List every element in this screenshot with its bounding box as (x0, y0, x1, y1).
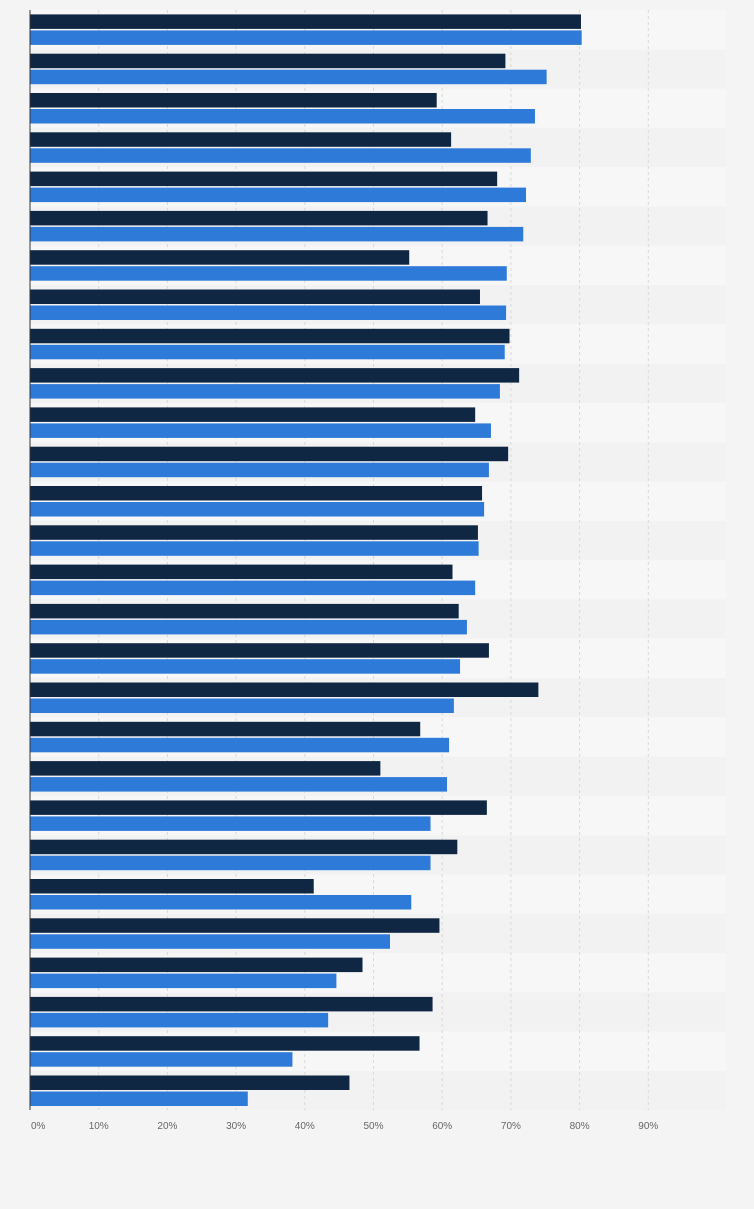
bar-series-1[interactable] (30, 407, 476, 422)
x-tick-label: 10% (89, 1121, 109, 1132)
x-tick-label: 60% (432, 1121, 452, 1132)
bar-series-2[interactable] (30, 816, 431, 831)
bar-series-1[interactable] (30, 368, 520, 383)
bar-series-2[interactable] (30, 423, 491, 438)
bar-series-2[interactable] (30, 698, 454, 714)
bar-series-1[interactable] (30, 603, 459, 619)
bar-series-1[interactable] (30, 132, 452, 147)
bar-series-2[interactable] (30, 69, 547, 85)
bar-series-1[interactable] (30, 879, 314, 894)
bar-series-2[interactable] (30, 30, 582, 45)
bar-series-1[interactable] (30, 1075, 350, 1091)
bar-series-2[interactable] (30, 777, 448, 792)
bar-series-1[interactable] (30, 446, 509, 462)
x-tick-label: 50% (363, 1121, 383, 1132)
bar-series-1[interactable] (30, 957, 363, 973)
bar-series-1[interactable] (30, 171, 498, 187)
x-tick-label: 40% (295, 1121, 315, 1132)
bar-series-2[interactable] (30, 973, 337, 989)
x-tick-label: 70% (501, 1121, 521, 1132)
bar-series-1[interactable] (30, 210, 488, 226)
bar-series-1[interactable] (30, 53, 506, 69)
bar-series-2[interactable] (30, 934, 390, 949)
bar-series-2[interactable] (30, 659, 461, 674)
bar-series-1[interactable] (30, 996, 433, 1012)
x-axis-tick-labels: 0% 10% 20% 30% 40% 50% 60% 70% 80% 90% (31, 1121, 658, 1132)
bar-series-2[interactable] (30, 305, 507, 321)
x-tick-label: 90% (638, 1121, 658, 1132)
bar-series-2[interactable] (30, 187, 527, 203)
bar-series-2[interactable] (30, 855, 431, 871)
bar-series-1[interactable] (30, 1036, 420, 1051)
bar-series-2[interactable] (30, 541, 479, 556)
bar-series-1[interactable] (30, 918, 440, 933)
bar-series-2[interactable] (30, 502, 485, 517)
bar-series-2[interactable] (30, 109, 535, 124)
x-tick-label: 30% (226, 1121, 246, 1132)
bar-series-2[interactable] (30, 895, 412, 910)
bar-series-1[interactable] (30, 525, 478, 540)
bar-series-2[interactable] (30, 619, 467, 635)
bar-series-1[interactable] (30, 14, 581, 29)
bar-series-1[interactable] (30, 250, 410, 265)
bars (30, 14, 582, 1106)
x-tick-label: 80% (570, 1121, 590, 1132)
bar-series-1[interactable] (30, 289, 480, 305)
bar-series-2[interactable] (30, 148, 531, 163)
bar-series-1[interactable] (30, 93, 437, 108)
bar-series-1[interactable] (30, 564, 453, 580)
bar-series-2[interactable] (30, 1052, 293, 1067)
bar-series-2[interactable] (30, 344, 505, 360)
bar-series-1[interactable] (30, 761, 381, 776)
bar-series-1[interactable] (30, 328, 510, 344)
bar-series-2[interactable] (30, 266, 507, 281)
bar-series-1[interactable] (30, 721, 421, 737)
x-tick-label: 20% (157, 1121, 177, 1132)
x-tick-label: 0% (31, 1121, 46, 1132)
bar-series-2[interactable] (30, 737, 450, 753)
bar-series-1[interactable] (30, 682, 539, 698)
bar-series-1[interactable] (30, 800, 487, 815)
bar-series-2[interactable] (30, 384, 500, 399)
bar-series-1[interactable] (30, 839, 458, 855)
bar-series-2[interactable] (30, 1012, 329, 1028)
bar-series-1[interactable] (30, 643, 489, 658)
bar-series-2[interactable] (30, 1091, 248, 1107)
bar-series-2[interactable] (30, 226, 524, 242)
bar-series-1[interactable] (30, 486, 483, 501)
bar-series-2[interactable] (30, 580, 476, 596)
bar-series-2[interactable] (30, 462, 489, 478)
